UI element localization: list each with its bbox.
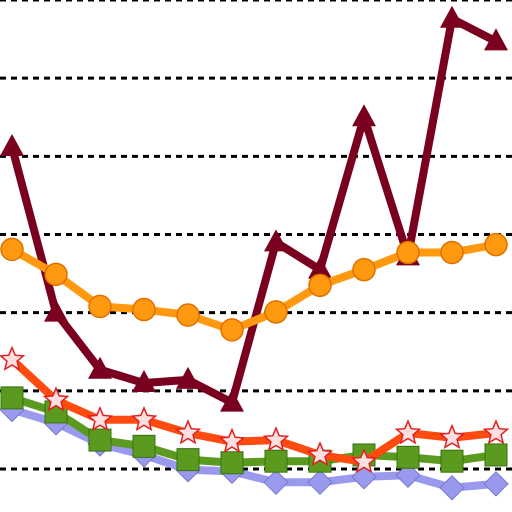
marker [176,366,200,389]
marker [308,256,332,279]
marker [440,449,464,473]
marker [86,405,114,432]
marker [350,448,378,474]
marker [352,257,376,282]
marker [439,475,465,501]
marker [130,405,158,432]
marker [440,240,464,265]
series-line [8,14,498,407]
marker [440,5,464,28]
marker [0,133,24,156]
marker [396,240,420,265]
marker [132,434,156,458]
marker [88,428,112,452]
marker [308,273,332,298]
marker [132,297,156,322]
marker [174,419,202,445]
marker [352,104,376,127]
marker [484,232,508,257]
marker [482,419,510,445]
marker [395,462,421,488]
marker [220,451,244,475]
marker [132,370,156,393]
series-line [9,356,497,466]
marker [0,386,24,410]
marker [484,28,508,51]
marker [42,386,70,412]
marker [263,469,289,496]
marker [396,445,420,469]
marker [44,299,68,322]
marker [483,471,509,497]
marker [264,229,288,252]
marker [220,389,244,412]
marker [0,345,26,371]
marker [307,469,333,496]
series-line [10,240,497,334]
marker [218,427,246,454]
marker [264,449,288,473]
marker [176,448,200,472]
marker [220,318,244,342]
marker [262,426,290,452]
marker [394,419,422,445]
marker [44,262,68,287]
marker [88,294,112,319]
marker [176,303,200,327]
marker [438,423,466,449]
series-line [10,405,497,492]
marker [264,300,288,324]
marker [484,443,508,467]
marker [306,440,334,467]
series-line [10,394,497,467]
marker [0,237,24,262]
marker [88,356,112,379]
